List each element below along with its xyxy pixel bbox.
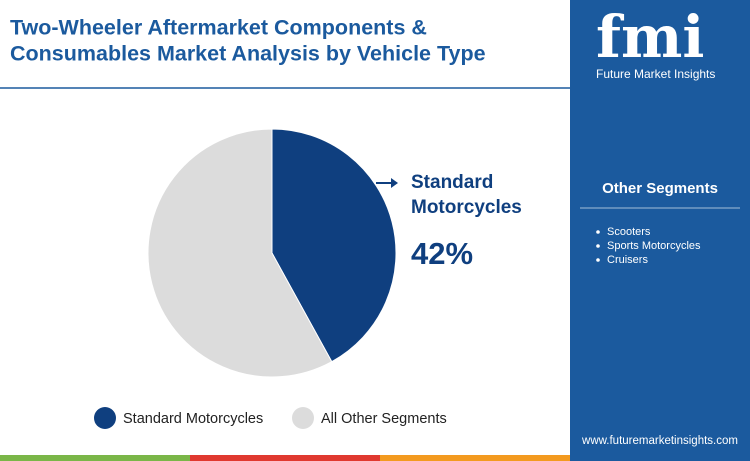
legend-label: Standard Motorcycles (123, 411, 263, 427)
bullet (596, 230, 600, 234)
sidebar-heading: Other Segments (602, 180, 718, 197)
chart-title: Consumables Market Analysis by Vehicle T… (10, 42, 486, 66)
footer-strip (570, 455, 750, 461)
footer-strip (0, 455, 190, 461)
footer-strip (380, 455, 570, 461)
segment-item: Sports Motorcycles (607, 240, 701, 252)
brand: Future Market Insights (596, 67, 715, 81)
callout-value: 42% (411, 236, 473, 271)
legend-swatch (292, 407, 314, 429)
bullet (596, 258, 600, 262)
legend: Standard Motorcycles All Other Segments (94, 407, 447, 429)
segment-list: Scooters Sports Motorcycles Cruisers (596, 226, 701, 266)
segment-item: Scooters (607, 226, 651, 238)
callout-arrowhead (391, 178, 398, 188)
logo: fmi (596, 3, 704, 71)
legend-label: All Other Segments (321, 411, 447, 427)
legend-swatch (94, 407, 116, 429)
segment-item: Cruisers (607, 254, 648, 266)
website: www.futuremarketinsights.com (581, 435, 738, 447)
pie (147, 128, 397, 378)
callout-label: Standard Motorcycles (411, 172, 522, 218)
pie-slice (271, 128, 397, 363)
pie-slice (147, 128, 333, 378)
footer-strip (190, 455, 380, 461)
sidebar (570, 0, 750, 461)
bullet (596, 244, 600, 248)
chart-title: Two-Wheeler Aftermarket Components & (10, 16, 427, 40)
